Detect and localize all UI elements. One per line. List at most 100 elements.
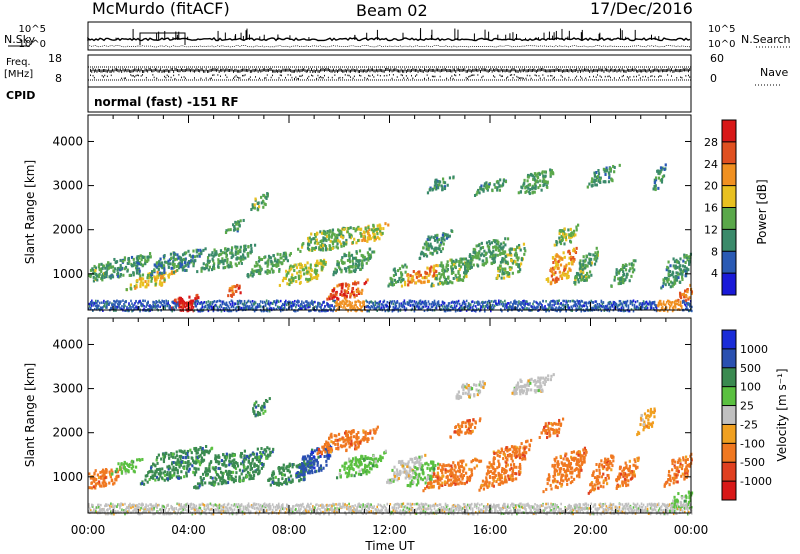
data-cell: [481, 246, 485, 250]
ground-cell: [545, 307, 547, 311]
data-cell: [574, 233, 577, 237]
data-cell: [560, 276, 564, 280]
ground-cell: [374, 301, 377, 304]
ground-cell: [236, 305, 239, 309]
ground-cell: [134, 301, 136, 305]
data-cell: [367, 258, 370, 262]
data-cell: [313, 233, 317, 237]
data-cell: [520, 258, 523, 262]
data-cell: [96, 278, 99, 282]
data-cell: [511, 271, 514, 275]
ground-cell: [556, 302, 558, 305]
data-cell: [350, 253, 354, 257]
ground-cell: [238, 307, 241, 311]
ground-cell: [603, 309, 606, 312]
data-cell: [475, 192, 478, 196]
ground-cell: [572, 299, 575, 303]
data-cell: [654, 178, 658, 182]
ground-cell: [517, 303, 519, 307]
data-cell: [491, 189, 494, 193]
ground-cell: [575, 309, 578, 313]
ground-cell: [468, 307, 471, 310]
ground-cell: [115, 301, 117, 304]
nave-mark: [324, 74, 325, 77]
ground-cell: [632, 309, 635, 313]
data-cell: [577, 278, 580, 282]
data-cell: [93, 264, 96, 268]
ground-cell: [551, 300, 553, 303]
data-cell: [365, 229, 368, 233]
nave-mark: [581, 77, 583, 79]
data-cell: [170, 271, 174, 275]
data-cell: [237, 256, 241, 260]
data-cell: [392, 274, 396, 278]
data-cell: [563, 267, 567, 271]
data-cell: [308, 236, 311, 240]
ground-cell: [636, 299, 639, 303]
data-cell: [467, 261, 471, 265]
nave-mark: [210, 77, 212, 79]
freq-mark: [379, 68, 381, 72]
data-cell: [579, 259, 582, 263]
ground-cell: [417, 305, 420, 308]
ground-cell: [479, 304, 482, 308]
data-cell: [523, 252, 526, 256]
ground-cell: [398, 302, 401, 306]
nave-mark: [225, 74, 227, 76]
data-cell: [178, 255, 181, 259]
data-cell: [335, 292, 338, 296]
data-cell: [185, 251, 188, 255]
nave-mark: [125, 77, 126, 79]
freq-mark: [255, 68, 256, 72]
ground-cell: [218, 305, 221, 309]
freq-mark: [512, 68, 514, 72]
data-cell: [145, 282, 149, 286]
ground-cell: [595, 305, 598, 308]
ground-cell: [348, 303, 350, 306]
ground-cell: [528, 303, 530, 307]
data-cell: [157, 262, 160, 266]
ground-cell: [494, 304, 496, 308]
freq-mark: [628, 68, 630, 72]
data-cell: [665, 276, 668, 280]
freq-mark: [468, 68, 470, 72]
ground-cell: [129, 304, 131, 308]
ground-cell: [455, 300, 458, 304]
data-cell: [298, 281, 302, 285]
ground-cell: [334, 304, 336, 308]
ground-cell: [223, 307, 226, 310]
ground-cell: [469, 306, 472, 309]
data-cell: [197, 296, 200, 300]
data-cell: [190, 259, 193, 263]
freq-mark: [542, 68, 544, 72]
freq-mark: [481, 68, 483, 72]
data-cell: [595, 171, 598, 175]
ground-cell: [491, 306, 493, 309]
data-cell: [457, 276, 460, 280]
ground-cell: [200, 309, 203, 313]
ground-cell: [172, 301, 175, 305]
freq-mark: [572, 69, 574, 73]
freq-mark: [433, 68, 435, 72]
data-cell: [146, 255, 149, 259]
data-cell: [459, 265, 463, 269]
ground-cell: [576, 299, 579, 303]
freq-mark: [386, 68, 388, 72]
data-cell: [573, 258, 576, 262]
ground-cell: [294, 303, 296, 306]
nave-mark: [209, 77, 211, 80]
ground-cell: [523, 303, 525, 306]
data-cell: [366, 232, 370, 236]
data-cell: [514, 252, 517, 256]
data-cell: [677, 272, 680, 276]
data-cell: [320, 262, 323, 266]
data-cell: [539, 184, 542, 188]
data-cell: [340, 258, 343, 262]
data-cell: [258, 268, 261, 272]
data-cell: [157, 264, 161, 268]
data-cell: [153, 269, 156, 273]
ground-cell: [309, 309, 311, 313]
ground-cell: [402, 303, 405, 307]
ground-cell: [376, 309, 379, 312]
data-cell: [688, 262, 691, 266]
